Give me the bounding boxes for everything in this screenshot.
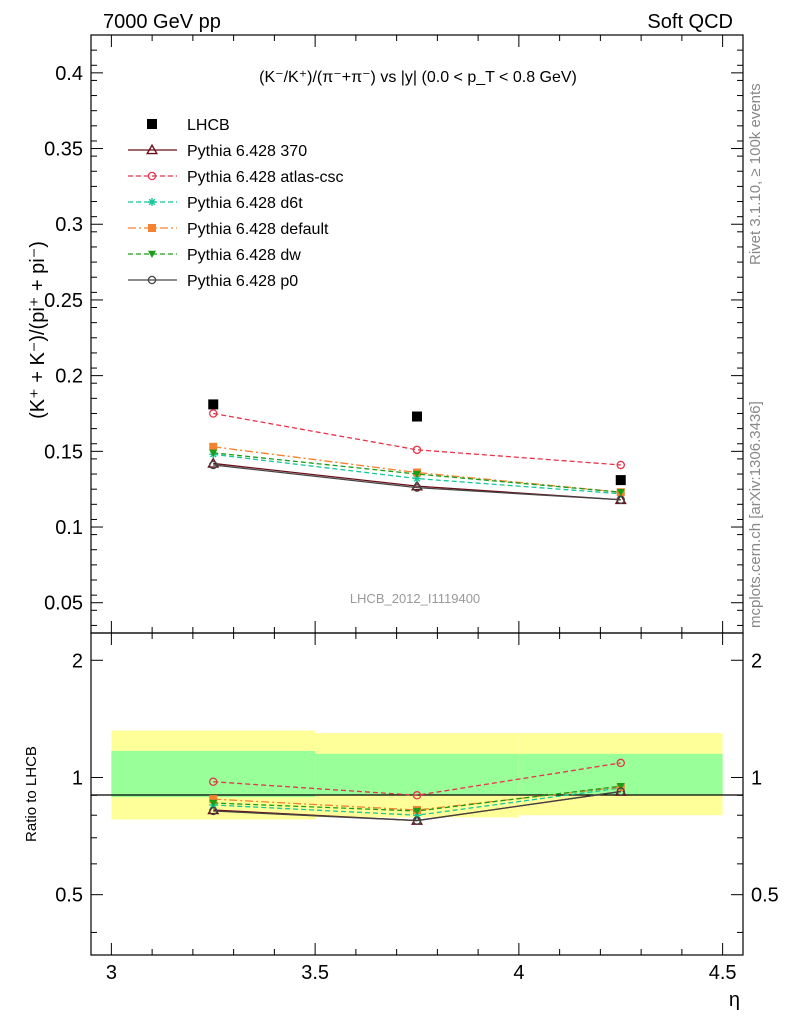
ratio-series-4 [209, 782, 625, 816]
ratio-y-tick-label-right: 0.5 [751, 885, 779, 907]
main-y-axis-label: (K⁺ + K⁻)/(pi⁺ + pi⁻) [27, 241, 49, 419]
main-series-line [213, 446, 621, 493]
mc-point [412, 483, 422, 492]
mc-point [616, 489, 625, 497]
ratio-point [616, 782, 625, 791]
ratio-series-line [213, 762, 621, 796]
data-point [208, 399, 219, 410]
header-energy-label: 7000 GeV pp [103, 11, 221, 33]
legend-marker [148, 250, 156, 258]
x-tick-label: 3.5 [301, 962, 329, 984]
main-y-tick-label: 0.1 [55, 517, 83, 539]
mc-point [209, 442, 218, 451]
main-y-tick-label: 0.4 [55, 63, 83, 85]
x-tick-label: 4 [513, 962, 524, 984]
legend-entry: Pythia 6.428 d6t [128, 195, 303, 212]
legend-label: Pythia 6.428 default [187, 221, 329, 238]
legend-marker [147, 275, 157, 285]
main-series-5 [209, 449, 625, 497]
ratio-inner-band [111, 750, 316, 798]
ratio-point [616, 787, 626, 796]
legend-entry: Pythia 6.428 dw [128, 247, 301, 264]
legend-label: Pythia 6.428 atlas-csc [187, 169, 344, 186]
legend-entry: Pythia 6.428 atlas-csc [128, 169, 344, 186]
legend: LHCB Pythia 6.428 370 Pythia 6.428 atlas-c… [128, 117, 344, 290]
main-series-line [213, 453, 621, 495]
ratio-y-tick-label: 2 [72, 650, 83, 672]
ratio-point [616, 758, 626, 768]
ratio-y-tick-label-right: 1 [751, 767, 762, 789]
ratio-y-tick-label-right: 2 [751, 650, 762, 672]
ratio-inner-band [315, 753, 519, 796]
mc-point [209, 449, 218, 457]
x-axis-label: η [729, 989, 740, 1011]
x-tick-label: 4.5 [709, 962, 737, 984]
ratio-series-1 [208, 758, 626, 800]
legend-entry: LHCB [147, 117, 230, 134]
mc-point [616, 460, 626, 470]
ratio-point [412, 791, 422, 800]
main-series-2 [208, 409, 626, 470]
ratio-y-tick-label: 1 [72, 767, 83, 789]
main-plot-panel: 0.05 0.1 0.15 0.2 0.25 0.3 0.35 0.4 LHCB_2012_I… [27, 34, 744, 634]
ratio-series-5 [208, 787, 626, 825]
legend-label: Pythia 6.428 p0 [187, 273, 298, 290]
main-y-tick-label: 0.05 [44, 593, 83, 615]
mc-point [208, 460, 218, 470]
legend-marker [148, 224, 156, 232]
mc-point [412, 445, 422, 455]
legend-label: Pythia 6.428 370 [187, 143, 307, 160]
main-series-0 [208, 399, 626, 486]
legend-label: Pythia 6.428 d6t [187, 195, 303, 212]
main-plot-title: (K⁻/K⁺)/(π⁻+π⁻) vs |y| (0.0 < p_T < 0.8 … [259, 69, 577, 86]
main-series-line [213, 412, 621, 466]
main-y-tick-label: 0.35 [44, 139, 83, 161]
main-series-6 [208, 460, 626, 505]
ratio-point [413, 807, 421, 816]
ratio-point [209, 795, 218, 804]
ratio-y-tick-label: 0.5 [55, 885, 83, 907]
mc-point [208, 409, 218, 418]
ratio-point [208, 806, 218, 816]
main-y-tick-label: 0.25 [44, 290, 83, 312]
legend-entry: Pythia 6.428 default [128, 221, 329, 238]
ratio-point [209, 799, 218, 807]
rivet-version-label: Rivet 3.1.10, ≥ 100k events [747, 83, 764, 265]
mc-point [413, 474, 421, 483]
mc-point [413, 470, 421, 479]
ratio-plot-panel: 0.5 0.5 1 1 2 2 3 3.5 4 4.5 Ratio to LHCB η [23, 632, 779, 1011]
legend-entry: Pythia 6.428 p0 [128, 273, 298, 290]
mcplots-credit-label: mcplots.cern.ch [arXiv:1306.3436] [747, 401, 764, 628]
x-tick-label: 3 [106, 962, 117, 984]
legend-marker [145, 143, 159, 155]
ratio-y-axis-label: Ratio to LHCB [23, 746, 40, 842]
ratio-series-line [213, 790, 621, 822]
legend-marker [147, 119, 157, 129]
mc-point [616, 495, 626, 505]
legend-marker [147, 171, 157, 181]
header-category-label: Soft QCD [647, 11, 733, 33]
ratio-point [413, 811, 421, 820]
legend-entry: Pythia 6.428 370 [128, 143, 307, 160]
legend-label: Pythia 6.428 dw [187, 247, 301, 264]
data-point [615, 475, 626, 486]
ratio-plot-frame [90, 632, 744, 956]
ratio-point [208, 777, 218, 787]
legend-label: LHCB [187, 117, 230, 134]
main-y-tick-label: 0.2 [55, 366, 83, 388]
legend-marker [148, 198, 156, 206]
main-y-tick-label: 0.3 [55, 214, 83, 236]
analysis-watermark: LHCB_2012_I1119400 [350, 591, 480, 606]
main-series-line [213, 464, 621, 501]
data-point [412, 411, 422, 422]
ratio-point [412, 816, 422, 825]
main-y-tick-label: 0.15 [44, 441, 83, 463]
ratio-point [207, 803, 220, 815]
